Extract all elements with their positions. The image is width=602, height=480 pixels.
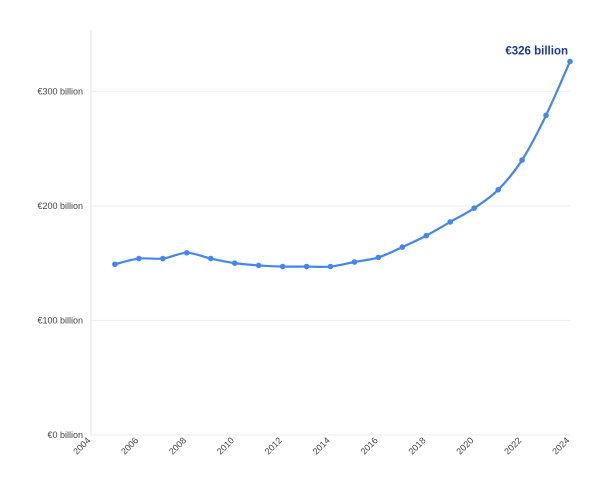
data-point[interactable]: [495, 187, 501, 193]
y-tick-label: €100 billion: [37, 315, 83, 325]
y-axis-ticks: €0 billion €100 billion €200 billion €300 b…: [37, 86, 83, 440]
x-tick-label: 2024: [550, 435, 571, 456]
data-point[interactable]: [303, 263, 310, 270]
x-tick-label: 2008: [167, 435, 188, 456]
x-axis-ticks: 2004 2006 2008 2010 2012 2014 2016 2018 2020 2022…: [71, 435, 571, 456]
y-tick-label: €200 billion: [37, 201, 83, 211]
data-point[interactable]: [567, 58, 573, 65]
x-tick-label: 2006: [119, 435, 140, 456]
data-point[interactable]: [160, 255, 166, 262]
data-point[interactable]: [471, 205, 478, 211]
y-tick-label: €300 billion: [37, 86, 83, 96]
data-point[interactable]: [423, 232, 430, 239]
x-tick-label: 2016: [359, 435, 380, 456]
x-tick-label: 2012: [263, 435, 284, 456]
series-line: [113, 60, 572, 269]
x-tick-label: 2020: [454, 435, 475, 456]
x-tick-label: 2010: [215, 435, 236, 456]
data-point[interactable]: [207, 255, 214, 262]
data-point[interactable]: [112, 261, 118, 268]
data-point[interactable]: [447, 219, 454, 225]
x-tick-label: 2014: [311, 435, 332, 456]
data-points: [112, 58, 573, 270]
data-point[interactable]: [231, 260, 238, 266]
y-tick-label: €0 billion: [47, 430, 83, 440]
data-point[interactable]: [327, 263, 334, 270]
gridlines: [91, 90, 570, 436]
data-point[interactable]: [136, 255, 142, 262]
series: [113, 60, 572, 269]
data-point[interactable]: [519, 157, 525, 163]
data-point[interactable]: [543, 112, 549, 119]
data-point[interactable]: [255, 262, 262, 269]
data-point[interactable]: [351, 259, 358, 265]
x-tick-label: 2018: [406, 435, 427, 456]
data-point[interactable]: [184, 250, 190, 256]
annotation-label: €326 billion: [505, 45, 568, 57]
x-tick-label: 2022: [502, 435, 523, 456]
data-point[interactable]: [399, 244, 406, 250]
data-point[interactable]: [279, 263, 286, 270]
data-point[interactable]: [375, 254, 382, 261]
